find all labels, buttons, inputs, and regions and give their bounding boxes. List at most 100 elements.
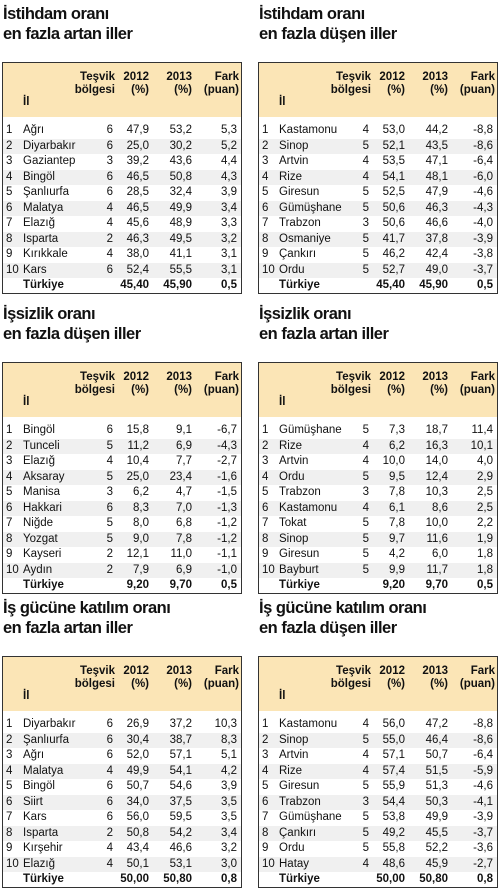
row-province: Elazığ <box>23 857 55 870</box>
row-value-2012: 34,0 <box>126 795 149 808</box>
row-rank: 6 <box>6 201 13 214</box>
row-difference: 3,5 <box>221 811 237 823</box>
row-value-2012: 8,3 <box>133 501 149 514</box>
row-difference: -3,9 <box>473 232 493 245</box>
row-incentive-region: 5 <box>362 563 369 576</box>
row-rank: 7 <box>6 517 13 529</box>
row-rank: 5 <box>262 780 269 792</box>
row-incentive-region: 5 <box>362 263 369 276</box>
row-value-2012: 45,6 <box>126 217 149 229</box>
row-rank: 8 <box>262 532 269 545</box>
table-header: İl Teşvik bölgesi 2012 (%) 2013 (%) Fark… <box>3 657 241 711</box>
table-row: 9 Giresun 5 4,2 6,0 1,8 <box>259 547 497 563</box>
row-rank: 6 <box>262 201 269 214</box>
table-body: 1 Gümüşhane 5 7,3 18,7 11,4 2 Rize 4 6,2 16,3 10,1 3… <box>259 417 497 594</box>
table-row: 9 Kayseri 2 12,1 11,0 -1,1 <box>3 547 241 563</box>
row-difference: -8,6 <box>473 733 493 746</box>
row-value-2012: 56,0 <box>382 718 405 730</box>
table-row: 8 Yozgat 5 9,0 7,8 -1,2 <box>3 531 241 547</box>
row-incentive-region: 6 <box>106 780 113 792</box>
table-row: 9 Kırıkkale 4 38,0 41,1 3,1 <box>3 247 241 263</box>
header-2012: 2012 (%) <box>123 71 149 96</box>
header-fark: Fark (puan) <box>203 371 239 396</box>
table-header: İl Teşvik bölgesi 2012 (%) 2013 (%) Fark… <box>3 63 241 117</box>
row-incentive-region: 6 <box>106 263 113 276</box>
header-2013: 2013 (%) <box>166 665 192 690</box>
row-province: Aksaray <box>23 470 65 483</box>
row-difference: -1,2 <box>217 517 237 529</box>
row-value-2013: 50,3 <box>425 795 448 808</box>
row-difference: 3,0 <box>221 857 237 870</box>
row-incentive-region: 5 <box>362 517 369 529</box>
row-province: Kayseri <box>23 548 62 560</box>
table-row: 4 Rize 4 57,4 51,5 -5,9 <box>259 763 497 779</box>
row-province: Elazığ <box>23 455 55 467</box>
row-rank: 8 <box>262 826 269 839</box>
row-incentive-region: 4 <box>106 455 113 467</box>
row-province: Gümüşhane <box>279 201 342 214</box>
row-province: Ordu <box>279 263 305 276</box>
row-difference: -4,3 <box>473 201 493 214</box>
row-value-2012: 56,0 <box>126 811 149 823</box>
row-value-2013: 11,7 <box>426 563 448 576</box>
row-province: Artvin <box>279 155 309 167</box>
row-value-2012: 10,4 <box>126 455 149 467</box>
header-il: İl <box>23 396 30 408</box>
row-difference: 3,1 <box>221 263 237 276</box>
row-province: Bayburt <box>279 563 319 576</box>
row-province: Trabzon <box>279 795 321 808</box>
table-row: 6 Hakkari 6 8,3 7,0 -1,3 <box>3 500 241 516</box>
row-difference: 3,3 <box>221 217 237 229</box>
row-incentive-region: 4 <box>106 764 113 777</box>
panel-unemployment-fall: İşsizlik oranı en fazla düşen iller İl T… <box>2 302 242 594</box>
row-rank: 4 <box>6 764 13 777</box>
row-province: Ağrı <box>23 124 45 136</box>
header-2012: 2012 (%) <box>123 665 149 690</box>
table-row: 1 Kastamonu 4 53,0 44,2 -8,8 <box>259 123 497 139</box>
panel-title: İşsizlik oranı en fazla düşen iller <box>3 305 141 343</box>
row-incentive-region: 6 <box>106 170 113 183</box>
row-rank: 1 <box>6 424 13 436</box>
row-province: Siirt <box>23 795 43 808</box>
row-value-2012: 52,0 <box>126 749 149 761</box>
row-difference: 5,1 <box>221 749 237 761</box>
row-value-2012: 7,8 <box>389 486 405 498</box>
row-province: Kars <box>23 811 47 823</box>
row-value-2013: 37,5 <box>169 795 192 808</box>
table-row: 8 Isparta 2 50,8 54,2 3,4 <box>3 825 241 841</box>
row-province: Ağrı <box>23 749 45 761</box>
row-rank: 5 <box>262 186 269 198</box>
row-incentive-region: 5 <box>362 780 369 792</box>
row-incentive-region: 5 <box>106 439 113 452</box>
row-province: Tokat <box>279 517 307 529</box>
row-value-2013: 46,4 <box>425 733 448 746</box>
row-province: Rize <box>279 170 303 183</box>
row-value-2013: 54,6 <box>169 780 192 792</box>
row-difference: 1,9 <box>477 532 493 545</box>
header-il: İl <box>279 96 286 108</box>
row-value-2012: 55,8 <box>382 842 405 854</box>
row-rank: 3 <box>262 455 269 467</box>
total-value-2013: 45,90 <box>419 279 448 291</box>
row-rank: 3 <box>262 155 269 167</box>
total-difference: 0,5 <box>221 279 237 291</box>
row-value-2013: 16,3 <box>425 439 448 452</box>
row-incentive-region: 3 <box>362 217 369 229</box>
row-incentive-region: 4 <box>106 842 113 854</box>
row-value-2012: 57,1 <box>382 749 405 761</box>
row-value-2012: 10,0 <box>382 455 405 467</box>
header-il: İl <box>279 690 286 702</box>
total-difference: 0,8 <box>477 873 493 885</box>
row-value-2013: 42,4 <box>425 248 448 260</box>
table-row: 9 Ordu 5 55,8 52,2 -3,6 <box>259 841 497 857</box>
row-value-2013: 49,9 <box>169 201 192 214</box>
row-value-2013: 4,7 <box>176 486 192 498</box>
row-difference: 3,4 <box>221 201 237 214</box>
row-value-2012: 49,9 <box>126 764 149 777</box>
table-row: 10 Bayburt 5 9,9 11,7 1,8 <box>259 562 497 578</box>
row-rank: 6 <box>6 501 13 514</box>
row-difference: -6,4 <box>473 155 493 167</box>
row-difference: 3,4 <box>221 826 237 839</box>
table-row: 5 Bingöl 6 50,7 54,6 3,9 <box>3 779 241 795</box>
row-province: Artvin <box>279 455 309 467</box>
